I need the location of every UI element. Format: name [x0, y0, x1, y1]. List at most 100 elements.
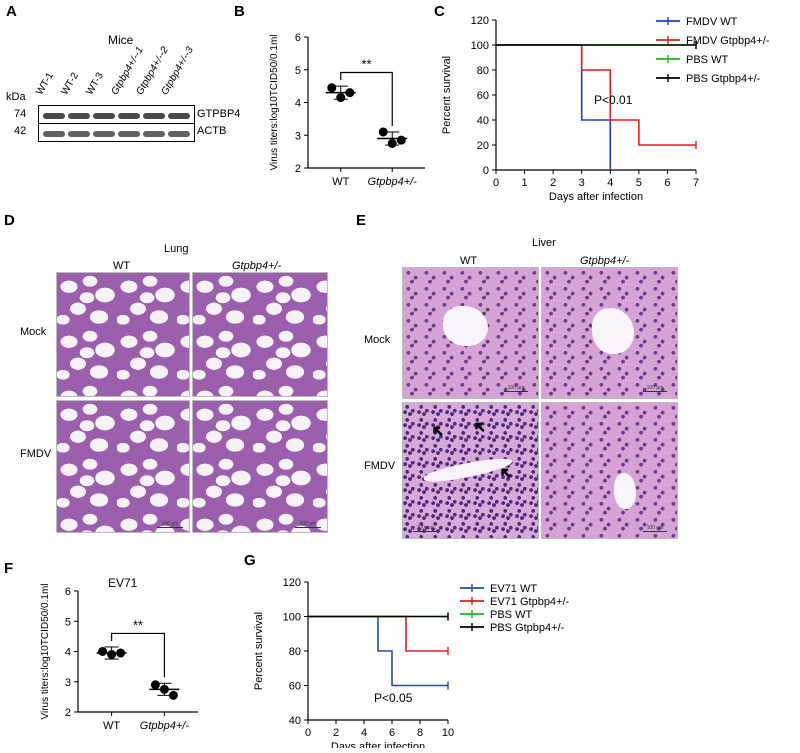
x-tick-label: 5 [636, 177, 642, 189]
chart-b: 2 3 4 5 6 WT Gtpbp4+/- ** Virus titers:log10TCID… [269, 32, 425, 188]
lung-het-mock-image [192, 272, 328, 397]
lane-label: WT-3 [84, 70, 106, 97]
y-tick-label: 0 [483, 165, 489, 177]
legend-label: FMDV Gtpbp4+/- [686, 35, 770, 47]
data-point [168, 690, 178, 700]
actb-band [68, 131, 90, 137]
actb-band [168, 131, 190, 137]
x-tick-label: 2 [333, 727, 339, 739]
panel-f: F EV71 2 3 4 5 6 WT Gtpbp4+/- ** Virus titers:lo… [0, 548, 230, 748]
gtpbp4-band [168, 113, 190, 119]
legend-label: PBS Gtpbp4+/- [490, 622, 565, 634]
scale-bar: 100 μm [643, 385, 667, 392]
marker-74: 74 [14, 108, 27, 120]
y-tick-label: 80 [477, 65, 489, 77]
x-tick-label: Gtpbp4+/- [140, 720, 190, 732]
lung-het-fmdv-image: 100 μm [192, 400, 328, 533]
row-label-fmdv: FMDV [20, 448, 52, 460]
y-tick-label: 120 [471, 15, 489, 27]
actb-band [43, 131, 65, 137]
chart-c: 0 20 40 60 80 100 120 0 1 2 3 4 5 6 7 Days after infect… [441, 15, 770, 203]
legend-label: FMDV WT [686, 16, 738, 28]
vessel [443, 306, 488, 346]
y-tick-label: 80 [289, 646, 301, 658]
survival-line [496, 44, 696, 146]
x-tick-label: 0 [493, 177, 499, 189]
panel-d: D Lung WT Gtpbp4+/- Mock FMDV 100 μm 100… [0, 212, 330, 542]
x-axis-label: Days after infection [549, 191, 643, 203]
panel-label: C [434, 3, 445, 20]
panel-label: B [234, 3, 245, 20]
col-label-wt: WT [460, 255, 478, 267]
col-label-wt: WT [113, 260, 131, 272]
gtpbp4-band [93, 113, 115, 119]
row-label-fmdv: FMDV [364, 460, 396, 472]
y-tick-label: 5 [295, 65, 301, 77]
gtpbp4-band [68, 113, 90, 119]
vessel [614, 473, 636, 509]
blot-title: Mice [108, 33, 134, 47]
y-tick-label: 60 [477, 90, 489, 102]
gtpbp4-band [43, 113, 65, 119]
liver-wt-fmdv-image: ➜ ➜ ➜ 100 μm [402, 402, 539, 539]
legend-label: PBS WT [490, 609, 532, 621]
panel-c: C 0 20 40 60 80 100 120 0 1 2 3 4 5 6 7 Days after infe… [428, 0, 800, 210]
y-tick-label: 120 [283, 577, 301, 589]
x-tick-label: Gtpbp4+/- [368, 176, 418, 188]
legend-label: EV71 WT [490, 583, 537, 595]
data-point [378, 127, 388, 137]
y-tick-label: 20 [477, 140, 489, 152]
data-point [150, 680, 160, 690]
y-tick-label: 6 [295, 32, 301, 44]
y-tick-label: 40 [477, 115, 489, 127]
gtpbp4-band [143, 113, 165, 119]
scale-bar: 100 μm [504, 385, 528, 392]
x-tick-label: WT [332, 176, 349, 188]
arrow-icon: ➜ [427, 419, 449, 442]
chart-g: 40 60 80 100 120 0 2 4 6 8 10 Days after infection P… [253, 577, 570, 753]
y-tick-label: 4 [65, 647, 71, 659]
panel-g: G 40 60 80 100 120 0 2 4 6 8 10 Days after infectio… [240, 548, 800, 753]
col-label-het: Gtpbp4+/- [580, 255, 630, 267]
scale-bar: 100 μm [295, 521, 321, 528]
panel-b: B 2 3 4 5 6 WT Gtpbp4+/- ** Virus titers:log10TC… [230, 0, 430, 195]
x-tick-label: 2 [550, 177, 556, 189]
y-axis-label: Virus titers:log10TCID50/0.1ml [40, 584, 51, 720]
chart-f: 2 3 4 5 6 WT Gtpbp4+/- ** Virus titers:log10TCID… [40, 584, 198, 732]
x-tick-label: 1 [522, 177, 528, 189]
y-tick-label: 4 [295, 98, 301, 110]
chart-title: EV71 [108, 576, 138, 590]
liver-het-fmdv-image: 100 μm [541, 402, 678, 539]
y-tick-label: 100 [471, 40, 489, 52]
row-label-mock: Mock [364, 334, 391, 346]
y-tick-label: 40 [289, 715, 301, 727]
arrow-icon: ➜ [469, 415, 491, 438]
x-tick-label: WT [103, 720, 120, 732]
lung-wt-fmdv-image: 100 μm [56, 400, 190, 533]
panel-e: E Liver WT Gtpbp4+/- Mock FMDV 100 μm 10… [330, 212, 800, 542]
lane-label: WT-2 [59, 70, 81, 97]
x-tick-label: 3 [579, 177, 585, 189]
kda-label: kDa [6, 91, 26, 103]
y-tick-label: 3 [65, 677, 71, 689]
significance-bracket [111, 632, 165, 678]
p-value: P<0.05 [374, 691, 413, 705]
actb-band [118, 131, 140, 137]
scale-bar: 100 μm [643, 525, 667, 532]
y-tick-label: 100 [283, 612, 301, 624]
panel-label: D [4, 212, 15, 229]
scale-bar: 100 μm [157, 521, 183, 528]
tissue-title: Liver [532, 237, 556, 249]
data-point [327, 83, 337, 93]
x-tick-label: 0 [305, 727, 311, 739]
legend-label: PBS WT [686, 54, 728, 66]
x-tick-label: 7 [693, 177, 699, 189]
panel-label: G [244, 552, 256, 569]
band-gtpbp4-label: GTPBP4 [197, 108, 241, 120]
blot-box [38, 105, 195, 142]
y-tick-label: 2 [65, 707, 71, 719]
marker-42: 42 [14, 125, 27, 137]
tissue-title: Lung [164, 243, 189, 255]
col-label-het: Gtpbp4+/- [232, 260, 282, 272]
y-tick-label: 3 [295, 130, 301, 142]
